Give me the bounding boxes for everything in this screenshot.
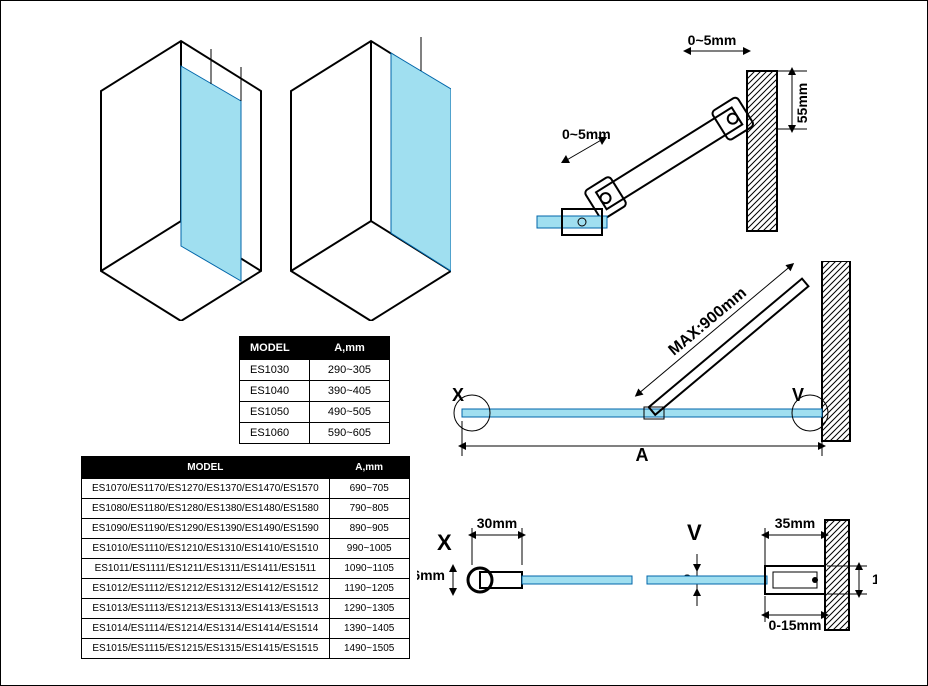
table-cell: ES1050 [240,402,310,423]
table-cell: ES1030 [240,360,310,381]
table-row: ES1014/ES1114/ES1214/ES1314/ES1414/ES151… [82,619,410,639]
label-top-clearance: 0~5mm [688,32,737,48]
section-x-title: X [437,530,452,555]
table-cell: ES1013/ES1113/ES1213/ES1313/ES1413/ES151… [82,599,330,619]
table-cell: ES1010/ES1110/ES1210/ES1310/ES1410/ES151… [82,539,330,559]
label-endpoint-x: X [452,385,464,405]
table-row: ES1030290~305 [240,360,390,381]
label-max-length: MAX:900mm [665,284,749,359]
section-v-title: V [687,520,702,545]
table-row: ES1011/ES1111/ES1211/ES1311/ES1411/ES151… [82,559,410,579]
table-cell: 390~405 [310,381,390,402]
label-bottom-clearance: 0~5mm [562,126,611,142]
table-cell: 590~605 [310,423,390,444]
isometric-views [91,31,451,326]
table-cell: 790~805 [329,499,409,519]
table-cell: 690~705 [329,479,409,499]
section-details: X 30mm 16mm V [417,510,877,645]
table-cell: ES1080/ES1180/ES1280/ES1380/ES1480/ES158… [82,499,330,519]
table-cell: ES1014/ES1114/ES1214/ES1314/ES1414/ES151… [82,619,330,639]
table-cell: ES1011/ES1111/ES1211/ES1311/ES1411/ES151… [82,559,330,579]
section-v-height: 16.3 [872,571,877,587]
section-x-width: 30mm [477,515,517,531]
table-header: A,mm [310,337,390,360]
table-cell: ES1040 [240,381,310,402]
table-cell: 1190~1205 [329,579,409,599]
table-row: ES1050490~505 [240,402,390,423]
section-v-adjust: 0-15mm [769,617,822,633]
table-cell: 290~305 [310,360,390,381]
table-row: ES1090/ES1190/ES1290/ES1390/ES1490/ES159… [82,519,410,539]
label-span-a: A [636,445,649,465]
brace-diagram: X V MAX:900mm A [422,261,867,476]
table-cell: 890~905 [329,519,409,539]
table-header: A,mm [329,457,409,479]
table-row: ES1060590~605 [240,423,390,444]
table-row: ES1013/ES1113/ES1213/ES1313/ES1413/ES151… [82,599,410,619]
label-endpoint-v: V [792,385,804,405]
table-row: ES1015/ES1115/ES1215/ES1315/ES1415/ES151… [82,639,410,659]
small-model-table: MODELA,mm ES1030290~305ES1040390~405ES10… [239,336,390,444]
table-cell: ES1060 [240,423,310,444]
table-cell: 1290~1305 [329,599,409,619]
table-cell: 990~1005 [329,539,409,559]
table-cell: ES1090/ES1190/ES1290/ES1390/ES1490/ES159… [82,519,330,539]
large-model-table: MODELA,mm ES1070/ES1170/ES1270/ES1370/ES… [81,456,410,659]
table-row: ES1040390~405 [240,381,390,402]
table-cell: 490~505 [310,402,390,423]
section-v-width: 35mm [775,515,815,531]
table-cell: ES1015/ES1115/ES1215/ES1315/ES1415/ES151… [82,639,330,659]
table-cell: 1390~1405 [329,619,409,639]
table-header: MODEL [82,457,330,479]
table-cell: 1090~1105 [329,559,409,579]
table-row: ES1010/ES1110/ES1210/ES1310/ES1410/ES151… [82,539,410,559]
section-x-height: 16mm [417,567,445,583]
hinge-detail: 0~5mm 55mm 0~5mm [507,31,827,256]
table-header: MODEL [240,337,310,360]
table-row: ES1070/ES1170/ES1270/ES1370/ES1470/ES157… [82,479,410,499]
table-cell: 1490~1505 [329,639,409,659]
label-wall-offset: 55mm [794,83,810,123]
table-row: ES1080/ES1180/ES1280/ES1380/ES1480/ES158… [82,499,410,519]
table-row: ES1012/ES1112/ES1212/ES1312/ES1412/ES151… [82,579,410,599]
table-cell: ES1012/ES1112/ES1212/ES1312/ES1412/ES151… [82,579,330,599]
table-cell: ES1070/ES1170/ES1270/ES1370/ES1470/ES157… [82,479,330,499]
